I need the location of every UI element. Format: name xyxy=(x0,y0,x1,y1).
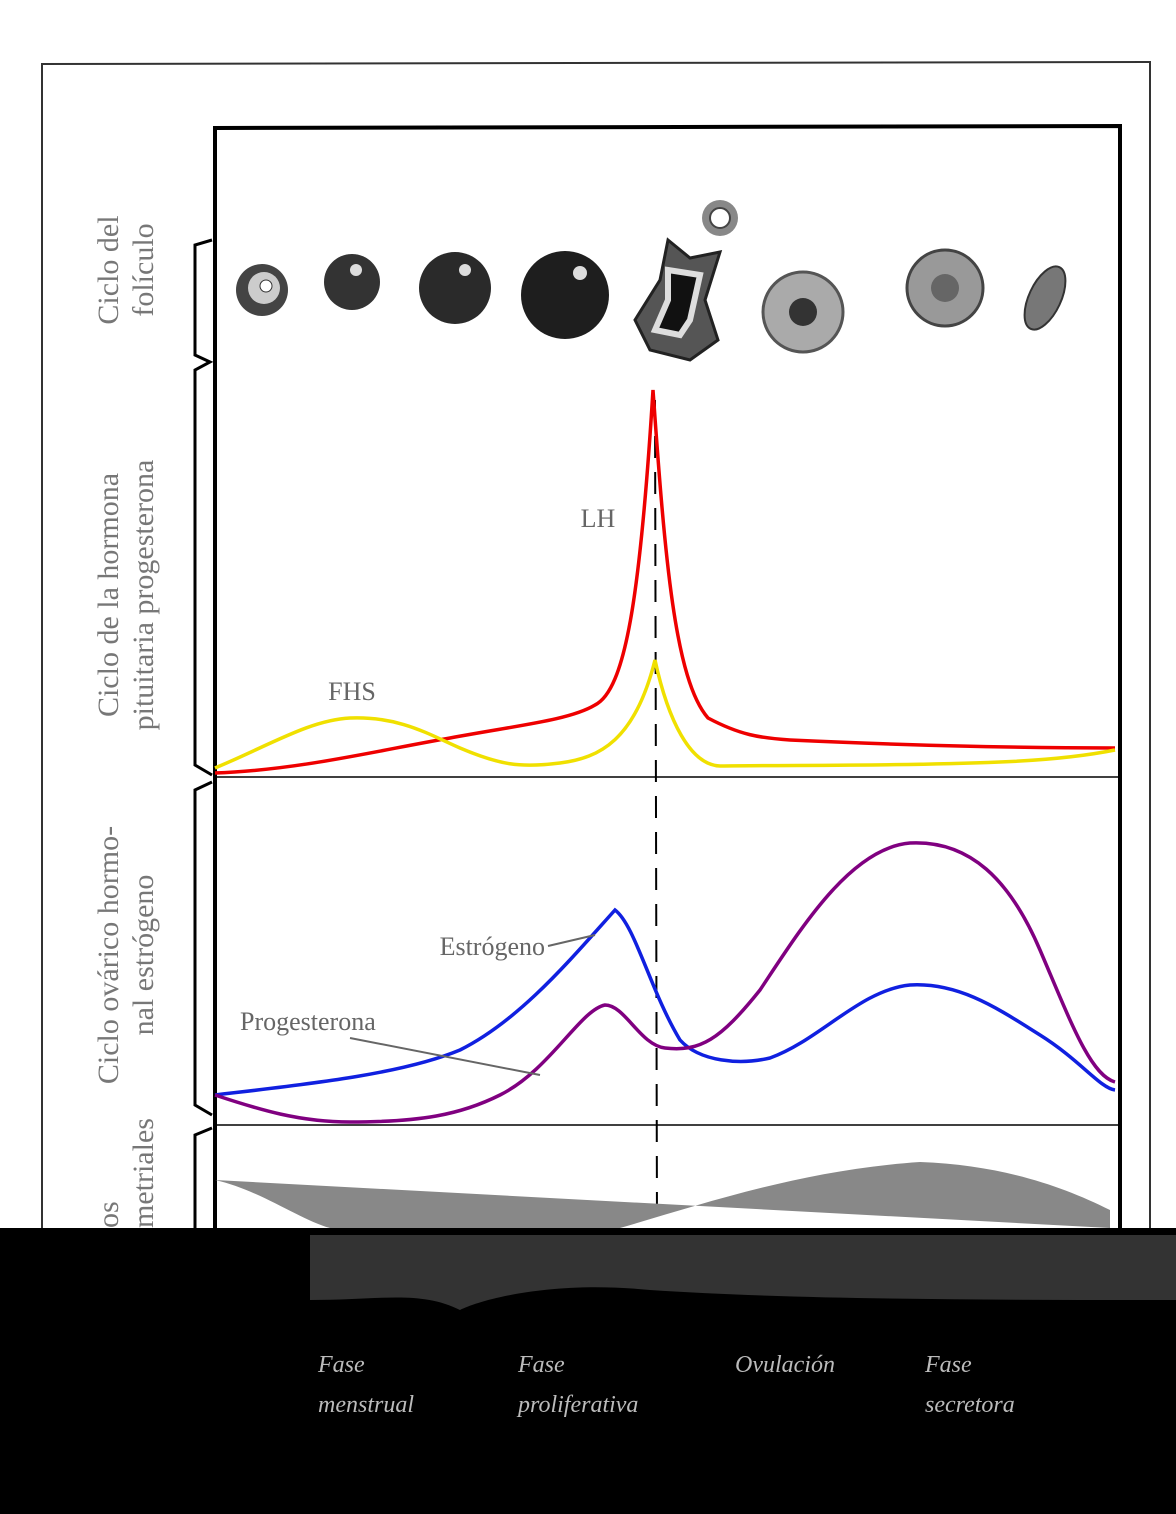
side-label: metriales xyxy=(127,1118,160,1228)
side-labels: Ciclo del folículo Ciclo de la hormona p… xyxy=(92,215,160,1228)
side-label: folículo xyxy=(127,223,160,316)
lh-curve xyxy=(214,389,1116,775)
phase-label: Fase xyxy=(317,1352,365,1378)
side-label: Ciclo ovárico hormo- xyxy=(92,826,125,1084)
bracket xyxy=(193,780,213,1117)
phase-label: Fase xyxy=(924,1352,972,1378)
endometrium-noise xyxy=(310,1235,1176,1310)
side-label: pituitaria progesterona xyxy=(127,460,160,731)
estrogen-label: Estrógeno xyxy=(440,932,545,961)
side-label: Ciclo del xyxy=(92,215,125,324)
ovulation-line xyxy=(654,399,658,1229)
fhs-label: FHS xyxy=(328,677,376,706)
endometrium xyxy=(215,1162,1110,1228)
phase-label: proliferativa xyxy=(516,1392,638,1418)
phase-label: Fase xyxy=(517,1352,565,1378)
lh-label: LH xyxy=(581,504,616,533)
follicle-drawings xyxy=(236,200,1067,362)
bracket xyxy=(193,238,214,777)
side-label: nal estrógeno xyxy=(127,875,160,1036)
outer-frame xyxy=(41,60,1151,1228)
progesterone-label: Progesterona xyxy=(240,1007,376,1036)
fhs-curve xyxy=(214,659,1116,770)
bracket xyxy=(193,1126,213,1228)
side-label: os xyxy=(92,1201,125,1228)
phase-labels: Fase menstrual Fase proliferativa Ovulación F… xyxy=(317,1352,1015,1418)
inner-frame xyxy=(213,123,1122,1228)
pointer-line xyxy=(547,934,596,947)
progesterone-curve xyxy=(214,841,1116,1124)
phase-label: Ovulación xyxy=(735,1352,835,1378)
phase-label: menstrual xyxy=(318,1392,414,1418)
side-label: Ciclo de la hormona xyxy=(92,473,125,717)
pointer-line xyxy=(349,1037,541,1076)
phase-label: secretora xyxy=(925,1392,1015,1418)
